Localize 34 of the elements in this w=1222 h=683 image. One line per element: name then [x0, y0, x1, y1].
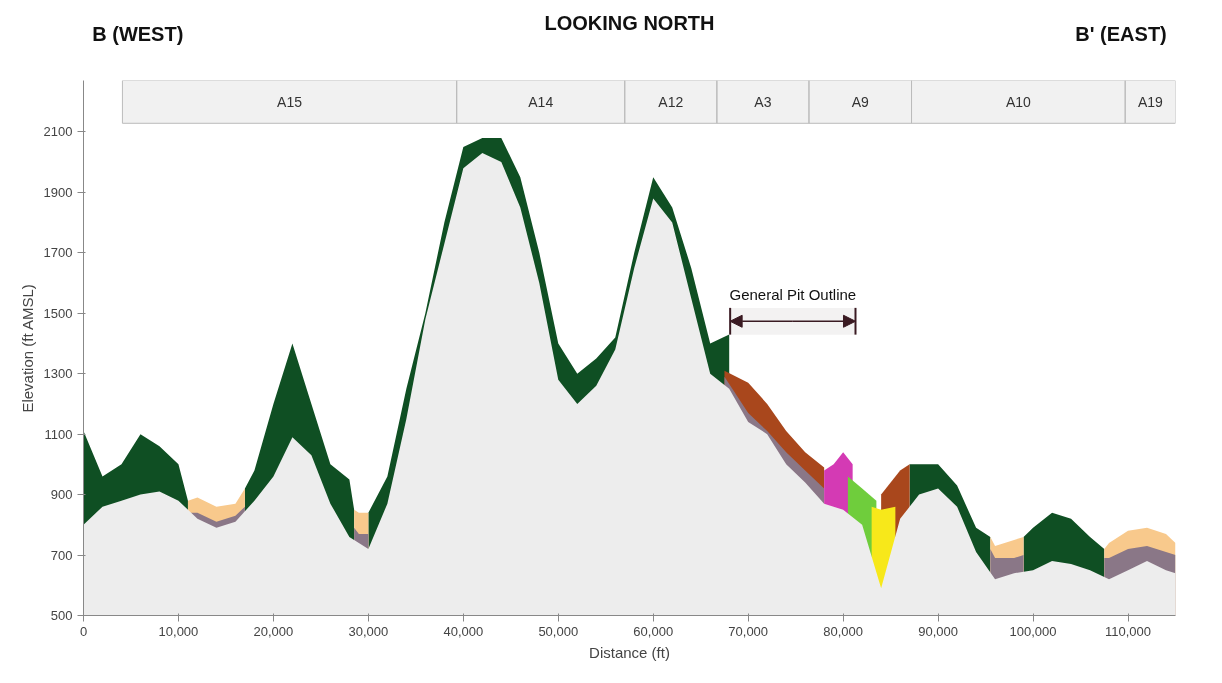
band-label: A15: [277, 93, 303, 110]
y-tick-label: 500: [50, 608, 73, 623]
x-tick-label: 100,000: [1009, 623, 1057, 639]
x-tick-label: 0: [79, 623, 88, 639]
y-tick-label: 1900: [43, 184, 73, 200]
x-tick-label: 110,000: [1105, 623, 1152, 639]
y-tick-label: 1300: [43, 366, 73, 382]
band-label: A19: [1137, 93, 1164, 110]
band-label: A14: [528, 93, 554, 110]
x-tick-label: 20,000: [253, 623, 294, 639]
chart-title: LOOKING NORTH: [544, 12, 715, 35]
y-tick-label: 1700: [43, 245, 73, 261]
x-tick-label: 90,000: [918, 623, 958, 639]
band-label: General Pit Outline: [729, 285, 857, 303]
y-tick-label: 1100: [44, 426, 73, 442]
band-label: A3: [754, 93, 772, 110]
text: B (WEST): [92, 22, 184, 45]
x-tick-label: 60,000: [633, 623, 674, 639]
text: B' (EAST): [1075, 22, 1167, 45]
x-tick-label: 40,000: [443, 623, 484, 639]
y-tick-label: 1500: [43, 305, 73, 321]
x-tick-label: 80,000: [823, 623, 864, 639]
band-label: A12: [658, 93, 684, 110]
x-axis-title: Distance (ft): [589, 643, 670, 661]
y-tick-label: 700: [50, 547, 73, 563]
x-tick-label: 10,000: [158, 623, 199, 639]
x-tick-label: 30,000: [348, 623, 389, 639]
x-tick-label: 50,000: [538, 623, 579, 639]
band-label: A9: [851, 93, 870, 110]
x-tick-label: 70,000: [728, 623, 769, 639]
y-tick-label: 900: [50, 487, 73, 503]
y-axis-title: Elevation (ft AMSL): [18, 284, 36, 413]
y-tick-label: 2100: [43, 124, 73, 140]
band-label: A10: [1005, 93, 1032, 110]
